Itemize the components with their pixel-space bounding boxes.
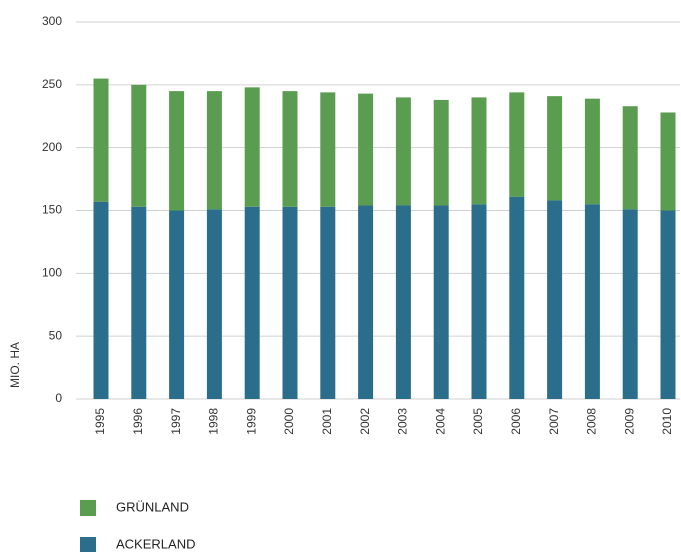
x-tick-label: 1997 [169, 408, 183, 435]
x-tick-label: 1999 [244, 408, 258, 435]
y-tick-label: 0 [55, 391, 62, 405]
bar-segment [547, 200, 563, 399]
y-axis-label: MIO. HA [8, 342, 22, 388]
legend-swatch [80, 537, 96, 552]
x-tick-label: 2001 [320, 408, 334, 435]
y-tick-label: 150 [42, 203, 62, 217]
x-tick-label: 2009 [622, 408, 636, 435]
bar-segment [509, 196, 525, 399]
x-tick-label: 2002 [358, 408, 372, 435]
bar-segment [395, 205, 411, 399]
bar-segment [93, 78, 109, 202]
bar-segment [584, 98, 600, 205]
y-tick-label: 300 [42, 14, 62, 28]
bar-segment [358, 205, 374, 399]
bar-segment [93, 201, 109, 399]
bar-segment [282, 91, 298, 207]
bar-segment [358, 93, 374, 206]
bar-segment [320, 92, 336, 207]
bar-segment [660, 112, 676, 211]
bar-segment [282, 206, 298, 399]
y-tick-label: 200 [42, 140, 62, 154]
bar-segment [433, 205, 449, 399]
bar-segment [433, 99, 449, 206]
x-tick-label: 1998 [207, 408, 221, 435]
x-tick-label: 2010 [660, 408, 674, 435]
x-tick-label: 2006 [509, 408, 523, 435]
x-tick-label: 2007 [547, 408, 561, 435]
y-tick-label: 50 [49, 328, 63, 342]
bar-segment [131, 206, 147, 399]
bar-segment [131, 84, 147, 207]
bar-segment [471, 97, 487, 205]
bar-segment [509, 92, 525, 197]
bar-segment [660, 210, 676, 399]
x-tick-label: 1995 [93, 408, 107, 435]
bar-segment [320, 206, 336, 399]
bar-segment [206, 209, 222, 399]
bar-segment [169, 210, 185, 399]
bar-segment [622, 106, 638, 210]
bar-segment [244, 206, 260, 399]
x-tick-label: 2004 [433, 408, 447, 435]
x-tick-label: 2008 [585, 408, 599, 435]
y-tick-label: 100 [42, 266, 62, 280]
legend-label: ACKERLAND [116, 536, 195, 551]
bar-segment [547, 96, 563, 201]
bar-segment [206, 91, 222, 210]
x-tick-label: 2000 [282, 408, 296, 435]
bar-segment [584, 204, 600, 399]
y-tick-label: 250 [42, 77, 62, 91]
x-tick-label: 1996 [131, 408, 145, 435]
bar-segment [471, 204, 487, 399]
legend-swatch [80, 500, 96, 516]
bar-segment [622, 209, 638, 399]
legend-label: GRÜNLAND [116, 499, 189, 514]
bar-segment [244, 87, 260, 207]
x-tick-label: 2003 [396, 408, 410, 435]
bar-segment [395, 97, 411, 206]
x-tick-label: 2005 [471, 408, 485, 435]
bar-segment [169, 91, 185, 211]
